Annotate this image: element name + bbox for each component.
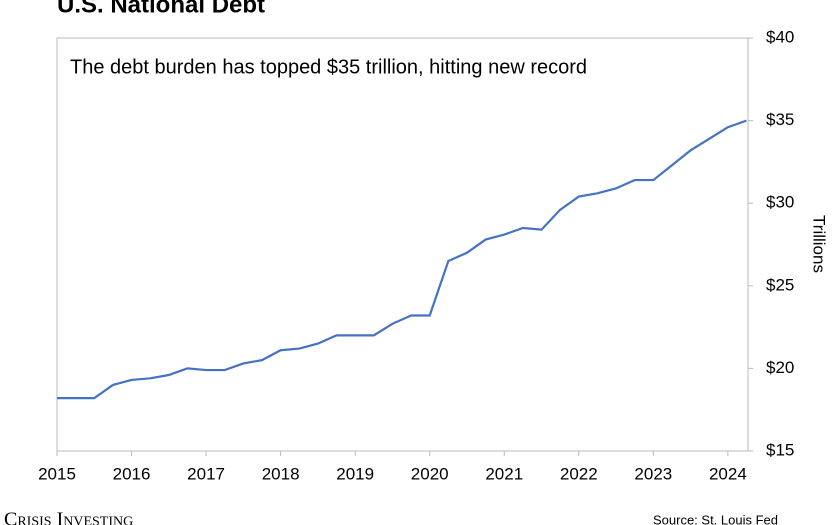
plot-frame xyxy=(56,37,749,452)
x-tick-label: 2018 xyxy=(262,464,300,483)
brand: Crisis Investing xyxy=(4,509,133,525)
y-tick-label: $30 xyxy=(766,193,794,212)
y-tick-label: $15 xyxy=(766,440,794,459)
x-tick-label: 2016 xyxy=(113,464,151,483)
chart-title: U.S. National Debt xyxy=(57,0,265,18)
x-tick-label: 2023 xyxy=(634,464,672,483)
y-tick-label: $20 xyxy=(766,358,794,377)
x-tick-label: 2022 xyxy=(560,464,598,483)
x-tick-label: 2021 xyxy=(485,464,523,483)
x-tick-label: 2015 xyxy=(38,464,76,483)
y-tick-label: $25 xyxy=(766,275,794,294)
x-tick-label: 2024 xyxy=(709,464,747,483)
annotation: The debt burden has topped $35 trillion,… xyxy=(70,56,587,78)
x-tick-label: 2017 xyxy=(187,464,225,483)
data-line xyxy=(57,119,747,400)
y-tick-label: $40 xyxy=(766,27,794,46)
source: Source: St. Louis Fed xyxy=(653,512,778,525)
y-tick-label: $35 xyxy=(766,110,794,129)
y-axis-label: Trillions xyxy=(810,215,829,273)
x-tick-label: 2019 xyxy=(336,464,374,483)
x-tick-label: 2020 xyxy=(411,464,449,483)
